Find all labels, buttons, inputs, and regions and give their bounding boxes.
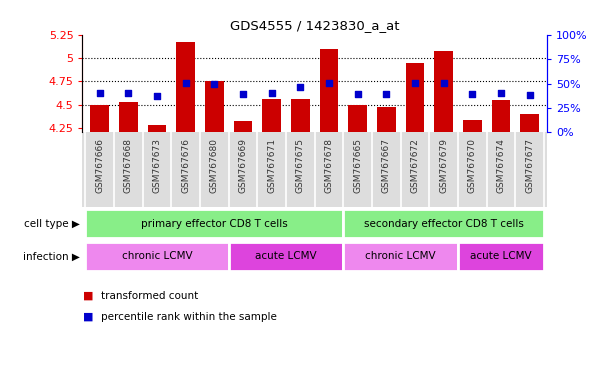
Text: acute LCMV: acute LCMV	[255, 251, 317, 262]
Bar	[177, 42, 195, 132]
Point	[95, 90, 104, 96]
Text: primary effector CD8 T cells: primary effector CD8 T cells	[141, 218, 288, 229]
Point	[296, 84, 306, 91]
Bar	[521, 114, 539, 132]
Bar	[377, 107, 396, 132]
Bar	[148, 125, 166, 132]
Point	[381, 91, 391, 98]
Text: infection ▶: infection ▶	[23, 251, 79, 262]
Bar	[343, 209, 544, 238]
Bar	[458, 242, 544, 271]
Point	[267, 90, 277, 96]
Text: chronic LCMV: chronic LCMV	[365, 251, 436, 262]
Text: GSM767671: GSM767671	[267, 139, 276, 194]
Text: cell type ▶: cell type ▶	[24, 218, 79, 229]
Text: GSM767680: GSM767680	[210, 139, 219, 194]
Point	[238, 91, 248, 98]
Bar	[343, 242, 458, 271]
Text: ■: ■	[82, 312, 93, 322]
Text: acute LCMV: acute LCMV	[470, 251, 532, 262]
Text: GSM767678: GSM767678	[324, 139, 334, 194]
Point	[152, 93, 162, 99]
Text: GSM767670: GSM767670	[468, 139, 477, 194]
Title: GDS4555 / 1423830_a_at: GDS4555 / 1423830_a_at	[230, 19, 400, 32]
Text: GSM767665: GSM767665	[353, 139, 362, 194]
Bar	[320, 50, 338, 132]
Point	[439, 79, 448, 86]
Bar	[119, 102, 137, 132]
Text: GSM767674: GSM767674	[497, 139, 505, 194]
Text: chronic LCMV: chronic LCMV	[122, 251, 192, 262]
Bar	[492, 100, 510, 132]
Text: GSM767667: GSM767667	[382, 139, 391, 194]
Text: GSM767675: GSM767675	[296, 139, 305, 194]
Text: secondary effector CD8 T cells: secondary effector CD8 T cells	[364, 218, 524, 229]
Text: ■: ■	[82, 291, 93, 301]
Point	[353, 91, 362, 98]
Text: GSM767676: GSM767676	[181, 139, 190, 194]
Bar	[229, 242, 343, 271]
Bar	[86, 242, 229, 271]
Point	[496, 90, 506, 96]
Text: GSM767666: GSM767666	[95, 139, 104, 194]
Text: GSM767668: GSM767668	[124, 139, 133, 194]
Point	[210, 81, 219, 88]
Point	[123, 90, 133, 96]
Point	[410, 79, 420, 86]
Bar	[86, 209, 343, 238]
Bar	[233, 121, 252, 132]
Bar	[205, 81, 224, 132]
Bar	[90, 106, 109, 132]
Text: transformed count: transformed count	[101, 291, 198, 301]
Text: GSM767669: GSM767669	[238, 139, 247, 194]
Bar	[406, 63, 424, 132]
Bar	[434, 51, 453, 132]
Bar	[348, 104, 367, 132]
Bar	[463, 120, 481, 132]
Text: GSM767677: GSM767677	[525, 139, 534, 194]
Bar	[291, 99, 310, 132]
Text: percentile rank within the sample: percentile rank within the sample	[101, 312, 277, 322]
Text: GSM767679: GSM767679	[439, 139, 448, 194]
Bar	[262, 99, 281, 132]
Text: GSM767673: GSM767673	[153, 139, 161, 194]
Point	[181, 79, 191, 86]
Text: GSM767672: GSM767672	[411, 139, 420, 194]
Point	[324, 79, 334, 86]
Point	[467, 91, 477, 98]
Point	[525, 92, 535, 98]
